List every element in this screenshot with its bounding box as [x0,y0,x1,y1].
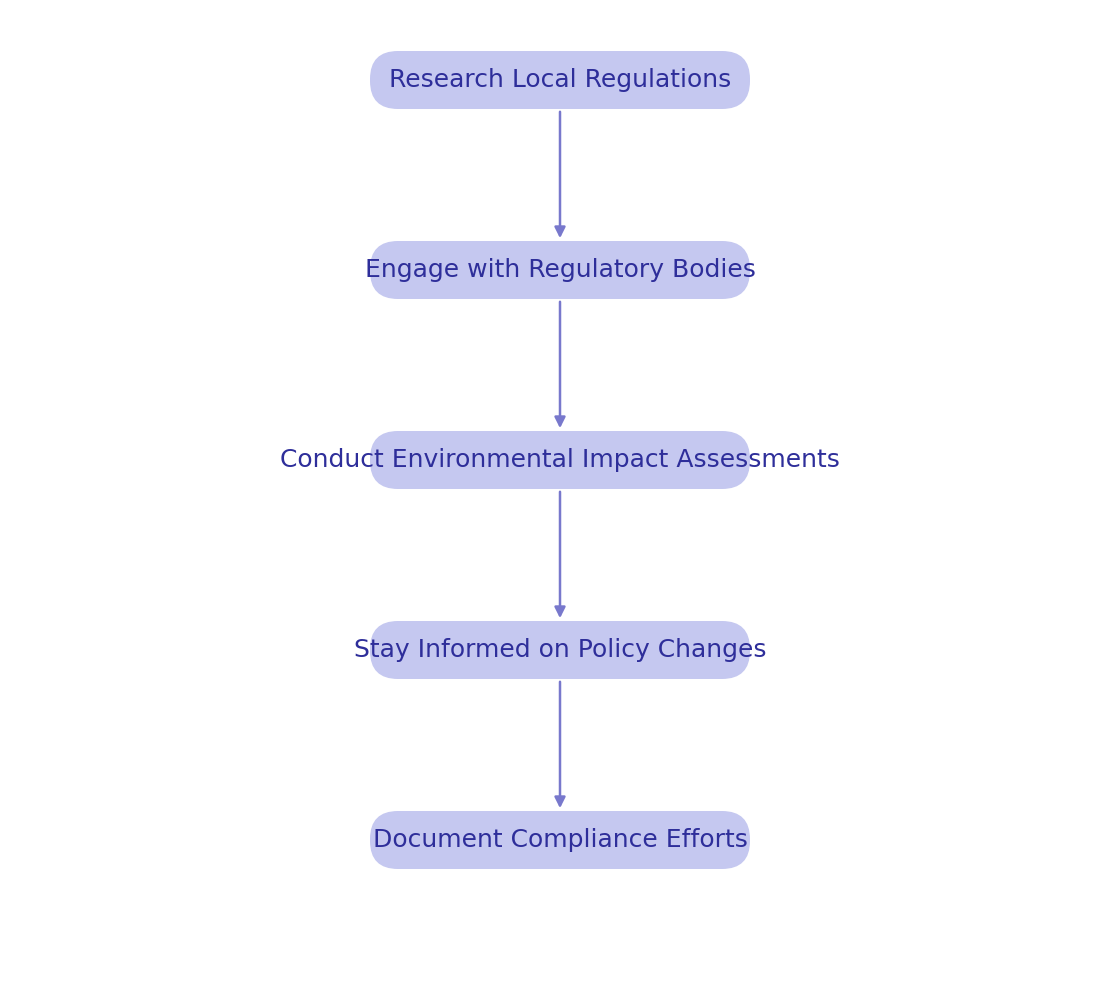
Text: Research Local Regulations: Research Local Regulations [389,68,731,92]
FancyBboxPatch shape [370,621,750,679]
FancyBboxPatch shape [370,51,750,109]
FancyBboxPatch shape [370,241,750,299]
Text: Conduct Environmental Impact Assessments: Conduct Environmental Impact Assessments [280,448,840,472]
Text: Stay Informed on Policy Changes: Stay Informed on Policy Changes [354,638,766,662]
FancyBboxPatch shape [370,811,750,869]
Text: Document Compliance Efforts: Document Compliance Efforts [373,828,747,852]
FancyBboxPatch shape [370,431,750,489]
Text: Engage with Regulatory Bodies: Engage with Regulatory Bodies [365,258,755,282]
